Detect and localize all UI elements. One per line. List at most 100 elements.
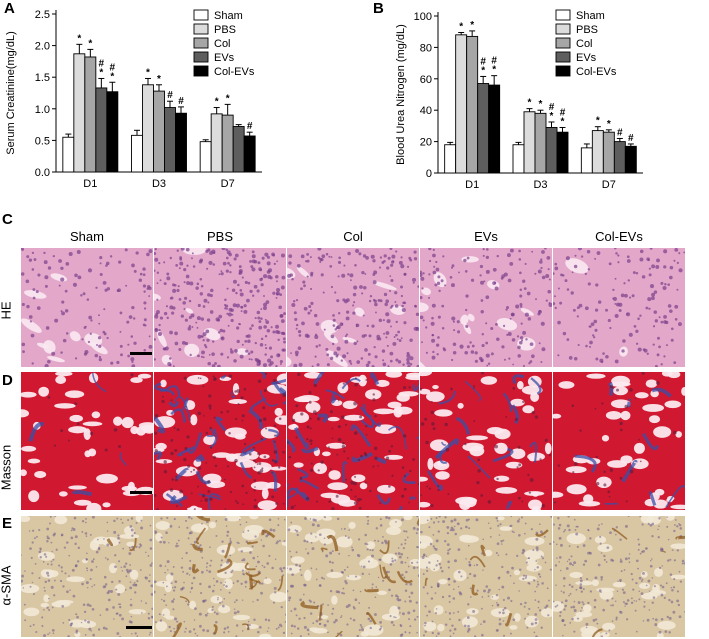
legend-label: Col-EVs: [576, 66, 617, 78]
nucleus: [238, 542, 240, 545]
nucleus: [264, 318, 267, 321]
nucleus: [516, 519, 520, 523]
nucleus: [379, 518, 382, 521]
tubule-lumen: [594, 535, 607, 544]
significance-mark: #: [110, 62, 116, 73]
nucleus: [120, 353, 123, 357]
nucleus: [245, 298, 250, 303]
nucleus: [205, 329, 210, 334]
nucleus: [29, 625, 32, 628]
nucleus: [197, 334, 202, 339]
nucleus: [605, 561, 608, 563]
nucleus: [207, 301, 210, 304]
nucleus: [417, 482, 419, 486]
nucleus: [273, 450, 278, 454]
nucleus: [218, 273, 221, 276]
nucleus: [290, 610, 293, 613]
nucleus: [257, 316, 261, 320]
positive-staining: [217, 558, 233, 574]
nucleus: [76, 249, 81, 254]
nucleus: [122, 547, 125, 550]
nucleus: [521, 500, 524, 503]
nucleus: [426, 569, 429, 573]
nucleus: [165, 604, 168, 607]
nucleus: [387, 256, 391, 260]
nucleus: [156, 282, 159, 285]
nucleus: [23, 603, 26, 606]
nucleus: [233, 257, 237, 261]
nucleus: [282, 574, 285, 577]
nucleus: [60, 534, 63, 537]
y-tick-label: 0: [426, 168, 432, 180]
nucleus: [154, 531, 157, 535]
nucleus: [117, 288, 121, 293]
nucleus: [607, 490, 611, 494]
nucleus: [260, 539, 263, 541]
tubule-lumen: [128, 609, 147, 615]
nucleus: [96, 344, 99, 347]
nucleus: [397, 606, 401, 610]
legend-label: PBS: [576, 24, 598, 36]
nucleus: [208, 260, 213, 265]
nucleus: [676, 288, 679, 291]
tubule-lumen: [359, 558, 379, 569]
nucleus: [320, 460, 324, 464]
nucleus: [226, 530, 230, 534]
collagen-fiber: [154, 450, 163, 461]
nucleus: [150, 592, 153, 596]
nucleus: [187, 326, 192, 331]
nucleus: [568, 594, 570, 597]
nucleus: [367, 519, 370, 522]
nucleus: [363, 286, 367, 290]
nucleus: [406, 556, 409, 559]
tubule-lumen: [575, 580, 594, 586]
nucleus: [251, 259, 256, 264]
nucleus: [158, 261, 161, 265]
nucleus: [576, 315, 579, 318]
nucleus: [43, 478, 45, 480]
nucleus: [641, 523, 644, 526]
y-tick-label: 2.5: [35, 9, 50, 21]
nucleus: [282, 337, 286, 341]
nucleus: [353, 285, 358, 290]
nucleus: [409, 625, 412, 628]
tubule-lumen: [390, 305, 406, 315]
nucleus: [256, 598, 259, 602]
nucleus: [495, 322, 498, 326]
nucleus: [354, 377, 357, 380]
nucleus: [361, 628, 364, 632]
nucleus: [642, 620, 645, 622]
nucleus: [31, 268, 35, 271]
nucleus: [432, 427, 436, 431]
nucleus: [129, 581, 132, 584]
tubule-lumen: [385, 526, 402, 536]
nucleus: [651, 292, 656, 297]
nucleus: [226, 560, 230, 564]
nucleus: [154, 327, 158, 331]
nucleus: [609, 531, 612, 535]
nucleus: [43, 251, 46, 255]
nucleus: [125, 575, 128, 578]
nucleus: [252, 556, 256, 560]
nucleus: [98, 358, 103, 362]
nucleus: [225, 256, 229, 260]
nucleus: [253, 446, 256, 449]
nucleus: [660, 363, 663, 366]
nucleus: [103, 575, 107, 579]
nucleus: [336, 453, 339, 456]
nucleus: [416, 516, 419, 518]
nucleus: [114, 565, 117, 569]
nucleus: [315, 619, 319, 623]
nucleus: [667, 283, 670, 286]
nucleus: [46, 537, 49, 540]
nucleus: [534, 618, 538, 621]
nucleus: [201, 522, 203, 525]
nucleus: [660, 320, 664, 324]
tubule-lumen: [435, 471, 450, 480]
nucleus: [654, 623, 658, 627]
nucleus: [284, 613, 286, 616]
nucleus: [536, 580, 539, 583]
nucleus: [360, 565, 363, 567]
nucleus: [141, 612, 143, 614]
significance-mark: #: [178, 96, 184, 107]
